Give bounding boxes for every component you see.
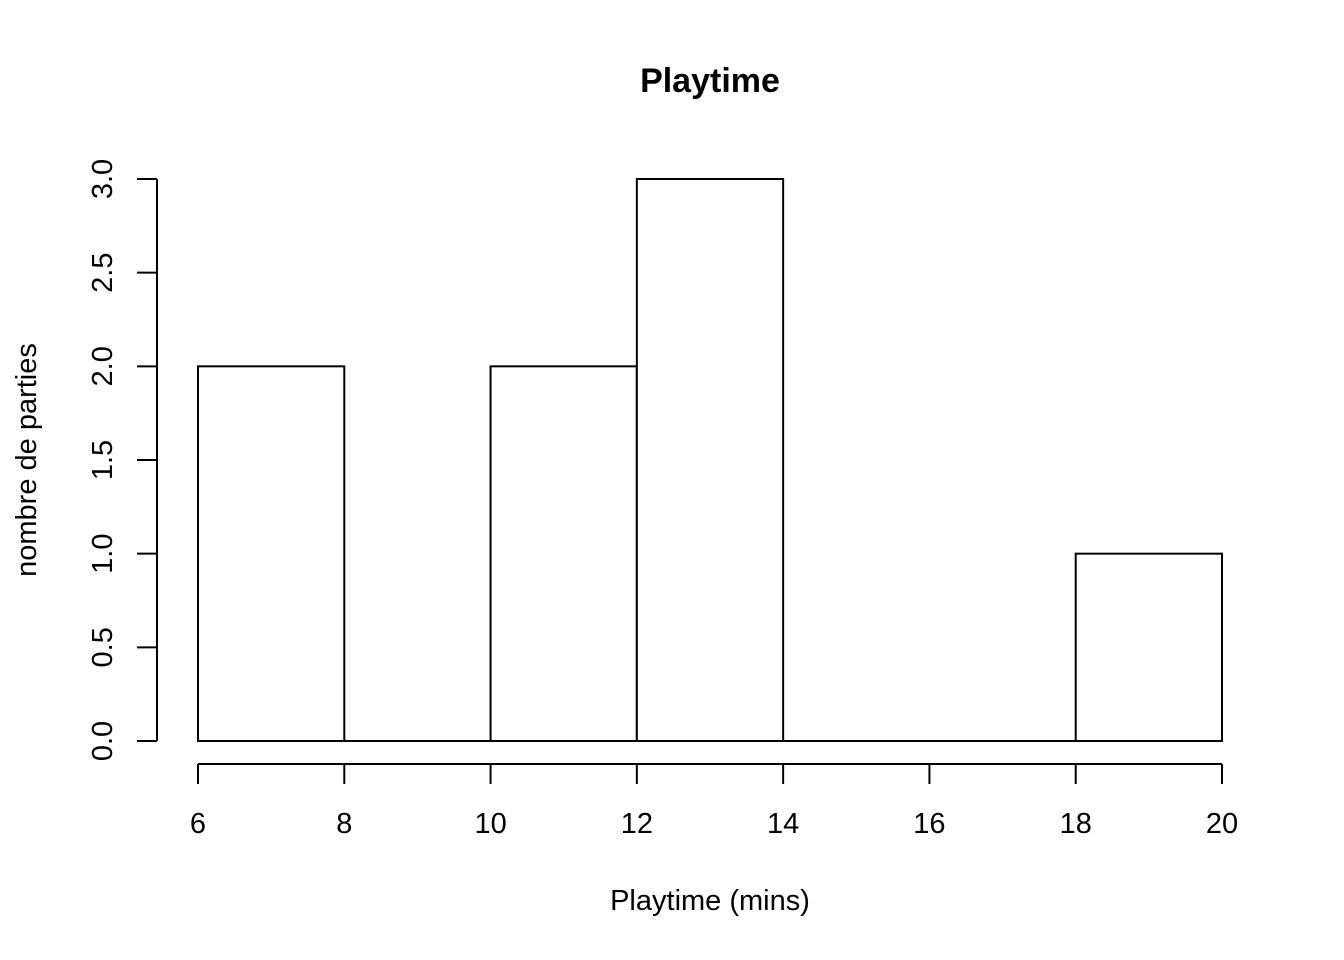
x-tick-label: 16 [913,808,945,840]
y-tick-label: 1.0 [87,534,119,574]
x-tick-label: 20 [1206,808,1238,840]
y-axis-label: nombre de parties [11,343,43,577]
histogram-bar [1074,552,1223,743]
x-tick-label: 12 [621,808,653,840]
x-tick-label: 14 [767,808,799,840]
x-tick-label: 18 [1060,808,1092,840]
x-axis-label: Playtime (mins) [610,885,810,917]
y-tick-label: 1.5 [87,440,119,480]
y-tick-label: 0.0 [87,721,119,761]
y-tick-label: 0.5 [87,627,119,667]
histogram-bar [489,365,638,742]
y-tick-label: 2.0 [87,346,119,386]
x-axis: 6 8 10 12 14 16 18 20 [190,763,1238,840]
x-tick-label: 6 [190,808,206,840]
histogram-bar [197,365,346,742]
histogram-bar [635,178,785,742]
y-tick-label: 3.0 [87,159,119,199]
y-tick-label: 2.5 [87,253,119,293]
x-tick-label: 8 [336,808,352,840]
bars-group [197,178,1223,743]
chart-title: Playtime [640,62,780,100]
x-tick-label: 10 [474,808,506,840]
y-axis: 0.0 0.5 1.0 1.5 2.0 2.5 3.0 [87,159,158,761]
